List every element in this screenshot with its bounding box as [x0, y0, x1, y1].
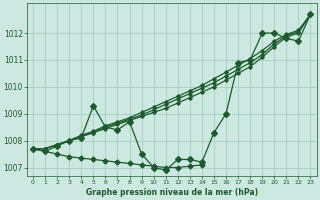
X-axis label: Graphe pression niveau de la mer (hPa): Graphe pression niveau de la mer (hPa)	[86, 188, 258, 197]
